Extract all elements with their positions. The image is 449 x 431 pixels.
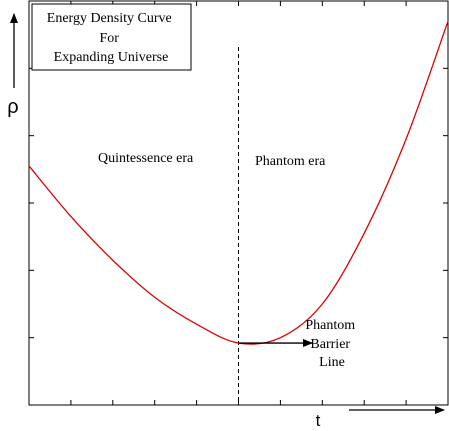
title-line-3: Expanding Universe <box>54 50 169 65</box>
barrier-label-line-1: Phantom <box>305 318 355 333</box>
title-line-2: For <box>100 31 120 46</box>
phantom-barrier-label: Phantom Barrier Line <box>305 318 358 370</box>
phantom-era-label: Phantom era <box>255 154 326 169</box>
chart-title: Energy Density Curve For Expanding Unive… <box>47 11 175 65</box>
quintessence-era-label: Quintessence era <box>98 151 194 166</box>
x-axis-label: t <box>316 411 321 430</box>
barrier-label-line-3: Line <box>319 355 345 370</box>
title-box <box>31 3 192 71</box>
title-line-1: Energy Density Curve <box>47 11 172 26</box>
y-axis-label: ρ <box>7 96 18 118</box>
energy-density-curve <box>28 20 449 345</box>
barrier-label-line-2: Barrier <box>310 337 350 352</box>
